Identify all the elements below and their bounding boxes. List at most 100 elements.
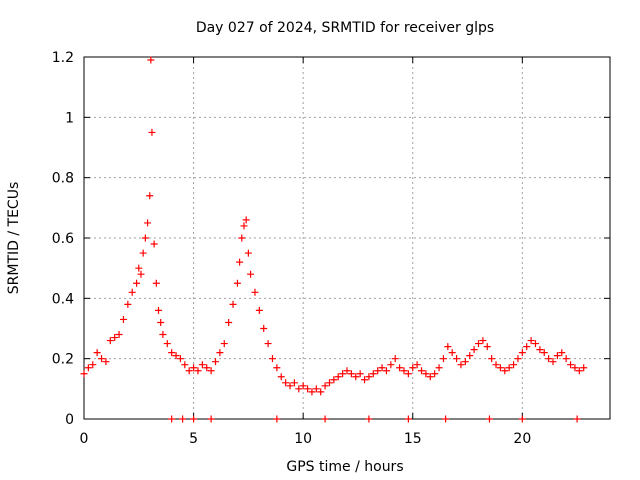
data-point (135, 264, 143, 272)
zero-data-point (168, 415, 176, 423)
data-point (404, 370, 412, 378)
data-point (435, 364, 443, 372)
data-point (562, 355, 570, 363)
data-point (361, 376, 369, 384)
data-point (172, 352, 180, 360)
data-point (242, 216, 250, 224)
zero-data-point (273, 415, 281, 423)
data-point (304, 385, 312, 393)
zero-data-point (485, 415, 493, 423)
data-point (84, 364, 92, 372)
data-point (567, 361, 575, 369)
data-point (147, 56, 155, 64)
data-point (444, 343, 452, 351)
data-point (470, 346, 478, 354)
data-point (439, 355, 447, 363)
data-point (317, 388, 325, 396)
data-point (545, 355, 553, 363)
data-point (244, 249, 252, 257)
data-point (98, 355, 106, 363)
data-point (240, 222, 248, 230)
data-point (321, 382, 329, 390)
data-point (330, 376, 338, 384)
data-point (426, 373, 434, 381)
x-tick-label: 15 (404, 431, 422, 447)
data-point (356, 370, 364, 378)
data-point (181, 361, 189, 369)
data-point (111, 334, 119, 342)
y-tick-label: 0 (65, 412, 74, 428)
data-point (146, 192, 154, 200)
data-point (260, 325, 268, 332)
data-point (343, 367, 351, 375)
data-point (523, 343, 531, 351)
data-point (115, 331, 123, 339)
data-point (453, 355, 461, 363)
data-point (220, 340, 228, 348)
data-point (400, 367, 408, 375)
zero-data-point (207, 415, 215, 423)
data-point (531, 340, 539, 348)
data-point (159, 331, 167, 339)
data-point (540, 349, 548, 357)
data-point (431, 370, 439, 378)
data-point (150, 240, 158, 248)
data-point (152, 279, 160, 287)
data-point (264, 340, 272, 348)
data-point (282, 379, 290, 387)
tick-layer: 0 5 10 15 20 0 0.2 0.4 0.6 0.8 1 1.2 (52, 50, 610, 447)
zero-data-point (404, 415, 412, 423)
zero-data-point (365, 415, 373, 423)
data-point (268, 355, 276, 363)
data-point (527, 337, 535, 345)
data-point (312, 385, 320, 393)
zero-data-point (321, 415, 329, 423)
data-point (295, 385, 303, 393)
data-point (80, 370, 88, 378)
data-point (128, 288, 136, 296)
data-point (365, 373, 373, 381)
data-point (501, 367, 509, 375)
y-tick-label: 0.4 (52, 291, 74, 307)
data-point (229, 300, 237, 308)
zero-data-point (179, 415, 187, 423)
x-tick-label: 10 (294, 431, 312, 447)
data-point (236, 258, 244, 266)
data-point (155, 306, 163, 314)
data-point (163, 340, 171, 348)
data-point (558, 349, 566, 357)
data-point (505, 364, 513, 372)
data-point (286, 382, 294, 390)
data-point (194, 367, 202, 375)
data-point (466, 352, 474, 360)
chart-title: Day 027 of 2024, SRMTID for receiver glp… (196, 20, 494, 36)
data-point (374, 367, 382, 375)
x-axis-title: GPS time / hours (286, 459, 403, 475)
data-point (325, 379, 333, 387)
data-point (247, 270, 255, 278)
y-tick-label: 1 (65, 110, 74, 126)
data-point (198, 361, 206, 369)
data-point (290, 379, 298, 387)
data-point (137, 270, 145, 278)
data-point (496, 364, 504, 372)
data-point (308, 388, 316, 396)
data-point (422, 370, 430, 378)
data-point (216, 349, 224, 357)
data-point (448, 349, 456, 357)
data-point (409, 364, 417, 372)
data-point (387, 361, 395, 369)
data-point (391, 355, 399, 363)
data-point (139, 249, 147, 257)
data-point (238, 234, 246, 242)
data-point (334, 373, 342, 381)
data-point (176, 355, 184, 363)
y-axis-title: SRMTID / TECUs (6, 182, 22, 295)
data-point (475, 340, 482, 348)
zero-data-point (190, 415, 198, 423)
x-tick-label: 20 (513, 431, 531, 447)
data-point (418, 367, 426, 375)
data-point (168, 349, 176, 357)
zero-data-point (442, 415, 450, 423)
